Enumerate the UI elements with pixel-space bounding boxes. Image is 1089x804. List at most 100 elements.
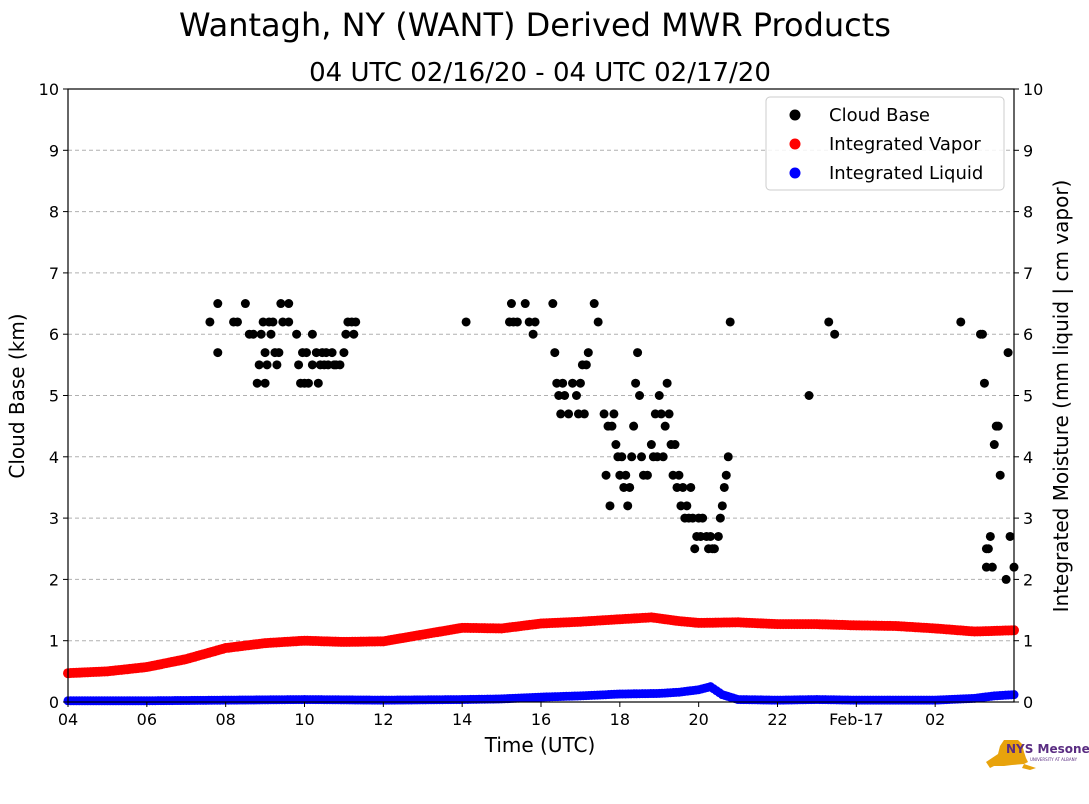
cloud-base-point	[1003, 348, 1013, 358]
cloud-base-point	[993, 421, 1003, 431]
cloud-base-point	[262, 360, 272, 370]
integrated-vapor-series	[63, 612, 1019, 679]
cloud-base-point	[550, 348, 560, 358]
cloud-base-point	[629, 421, 639, 431]
cloud-base-point	[335, 360, 345, 370]
cloud-base-point	[985, 531, 995, 541]
cloud-base-point	[512, 317, 522, 327]
cloud-base-point	[583, 348, 593, 358]
cloud-base-point	[979, 378, 989, 388]
cloud-base-point	[252, 378, 262, 388]
cloud-base-point	[637, 452, 647, 462]
x-tick-label: 08	[215, 710, 235, 729]
cloud-base-point	[256, 329, 266, 339]
y-tick-label: 6	[49, 325, 59, 344]
cloud-base-point	[301, 348, 311, 358]
cloud-base-point	[623, 501, 633, 511]
cloud-base-point	[977, 329, 987, 339]
cloud-base-point	[307, 360, 317, 370]
cloud-base-point	[461, 317, 471, 327]
cloud-base-point	[1005, 531, 1015, 541]
chart-subtitle: 04 UTC 02/16/20 - 04 UTC 02/17/20	[309, 58, 771, 88]
cloud-base-point	[830, 329, 840, 339]
cloud-base-point	[579, 409, 589, 419]
x-tick-label: 14	[452, 710, 472, 729]
cloud-base-point	[284, 317, 294, 327]
y-tick-label: 2	[49, 570, 59, 589]
y-tick-label: 10	[39, 80, 59, 99]
legend: Cloud Base Integrated Vapor Integrated Liq…	[765, 96, 1005, 191]
cloud-base-point	[698, 513, 708, 523]
cloud-base-point	[556, 409, 566, 419]
y-tick-label: 0	[49, 693, 59, 712]
legend-marker	[789, 138, 801, 150]
cloud-base-point	[989, 440, 999, 450]
cloud-base-point	[660, 421, 670, 431]
cloud-base-point	[272, 360, 282, 370]
logo-text: NYS Mesonet	[1006, 742, 1089, 756]
y-tick-label: 7	[49, 264, 59, 283]
cloud-base-point	[705, 531, 715, 541]
y-right-tick-label: 9	[1023, 141, 1033, 160]
x-tick-label: 18	[610, 710, 630, 729]
cloud-base-point	[625, 482, 635, 492]
y-right-tick-label: 10	[1023, 80, 1043, 99]
y-right-tick-label: 4	[1023, 448, 1033, 467]
cloud-base-point	[725, 317, 735, 327]
cloud-base-point	[294, 360, 304, 370]
y-right-tick-label: 6	[1023, 325, 1033, 344]
cloud-base-point	[824, 317, 834, 327]
cloud-base-point	[276, 299, 286, 309]
cloud-base-point	[593, 317, 603, 327]
cloud-base-point	[646, 440, 656, 450]
cloud-base-point	[274, 348, 284, 358]
legend-box	[765, 96, 1005, 191]
chart-title: Wantagh, NY (WANT) Derived MWR Products	[179, 6, 891, 44]
cloud-base-point	[506, 299, 516, 309]
cloud-base-point	[617, 452, 627, 462]
cloud-base-point	[581, 360, 591, 370]
cloud-base-point	[351, 317, 361, 327]
y-right-tick-label: 1	[1023, 632, 1033, 651]
cloud-base-point	[548, 299, 558, 309]
cloud-base-point	[268, 317, 278, 327]
cloud-base-point	[717, 501, 727, 511]
cloud-base-point	[713, 531, 723, 541]
y-axis-left-ticks: 0 1 2 3 4 5 6 7 8 9 10	[39, 80, 68, 712]
cloud-base-point	[664, 409, 674, 419]
cloud-base-point	[213, 348, 223, 358]
y-axis-right-label: Integrated Moisture (mm liquid | cm vapo…	[1049, 180, 1073, 613]
y-tick-label: 5	[49, 387, 59, 406]
cloud-base-point	[658, 452, 668, 462]
cloud-base-point	[284, 299, 294, 309]
cloud-base-point	[723, 452, 733, 462]
legend-label: Cloud Base	[829, 105, 930, 126]
cloud-base-point	[607, 421, 617, 431]
cloud-base-point	[558, 378, 568, 388]
cloud-base-point	[266, 329, 276, 339]
x-tick-label: 20	[688, 710, 708, 729]
legend-marker	[789, 109, 801, 121]
cloud-base-point	[719, 482, 729, 492]
cloud-base-point	[642, 470, 652, 480]
x-tick-label: 22	[767, 710, 787, 729]
cloud-base-point	[635, 391, 645, 400]
cloud-base-point	[1001, 574, 1011, 584]
cloud-base-point	[292, 329, 302, 339]
cloud-base-point	[678, 482, 688, 492]
y-right-tick-label: 8	[1023, 203, 1033, 222]
cloud-base-point	[339, 348, 349, 358]
y-tick-label: 9	[49, 141, 59, 160]
x-tick-label: 16	[531, 710, 551, 729]
cloud-base-point	[530, 317, 540, 327]
cloud-base-point	[611, 440, 621, 450]
cloud-base-point	[327, 348, 337, 358]
cloud-base-point	[571, 391, 581, 400]
y-tick-label: 8	[49, 203, 59, 222]
cloud-base-point	[313, 378, 323, 388]
y-tick-label: 4	[49, 448, 59, 467]
y-axis-left-label: Cloud Base (km)	[5, 313, 29, 478]
cloud-base-point	[307, 329, 317, 339]
cloud-base-point	[248, 329, 258, 339]
